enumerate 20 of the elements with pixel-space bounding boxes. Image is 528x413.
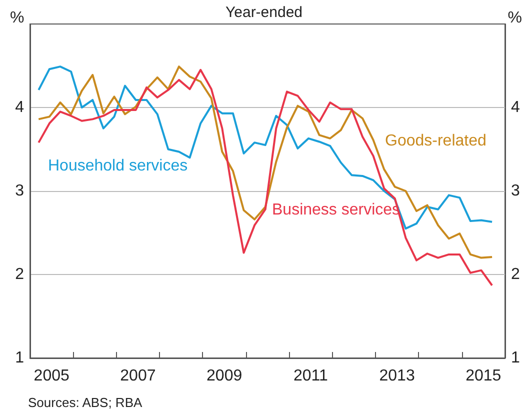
y-tick-label: 1 [15, 350, 24, 366]
x-tick-label: 2011 [293, 368, 328, 384]
x-tick-label: 2015 [466, 368, 502, 384]
y2-axis-title: % [508, 10, 522, 26]
y-axis-title: % [10, 10, 24, 26]
y-tick-label: 4 [15, 99, 24, 116]
chart-title: Year-ended [225, 4, 303, 21]
source-note: Sources: ABS; RBA [28, 395, 142, 410]
series-label: Goods-related [385, 132, 486, 150]
x-tick-label: 2013 [379, 368, 415, 384]
x-tick-label: 2005 [34, 368, 70, 384]
y2-tick-label: 1 [511, 350, 520, 366]
x-tick-label: 2009 [206, 368, 242, 384]
x-tick-label: 2007 [120, 368, 156, 384]
y2-tick-label: 3 [511, 182, 520, 200]
series-label: Household services [48, 158, 188, 174]
y2-tick-label: 4 [511, 99, 520, 116]
y2-tick-label: 2 [511, 266, 520, 283]
y-tick-label: 2 [15, 266, 24, 283]
y-tick-label: 3 [15, 182, 24, 200]
